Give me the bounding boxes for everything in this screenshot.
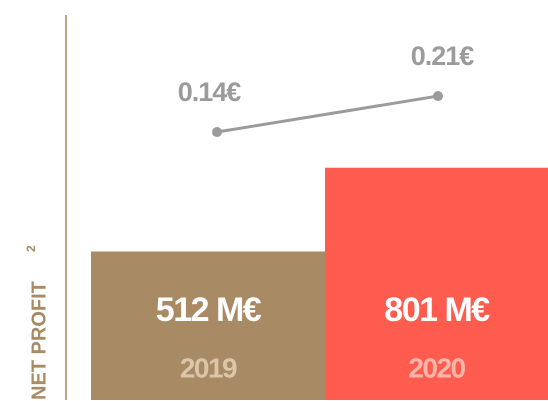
bar-value-label: 512 M€ <box>156 291 262 329</box>
bar <box>91 251 325 400</box>
line-value-label: 0.14€ <box>178 77 242 107</box>
footnote-mark: 2 <box>24 245 38 252</box>
line-point <box>433 91 443 102</box>
y-axis-label-group: NET PROFIT 2 <box>24 245 50 400</box>
category-label: 2020 <box>408 352 465 383</box>
bar <box>325 167 548 400</box>
line-value-label: 0.21€ <box>411 41 475 71</box>
line <box>216 94 439 134</box>
line-point <box>212 127 222 138</box>
y-axis-label: NET PROFIT <box>28 281 50 400</box>
bar-value-label: 801 M€ <box>384 291 490 329</box>
category-label: 2019 <box>180 352 237 383</box>
